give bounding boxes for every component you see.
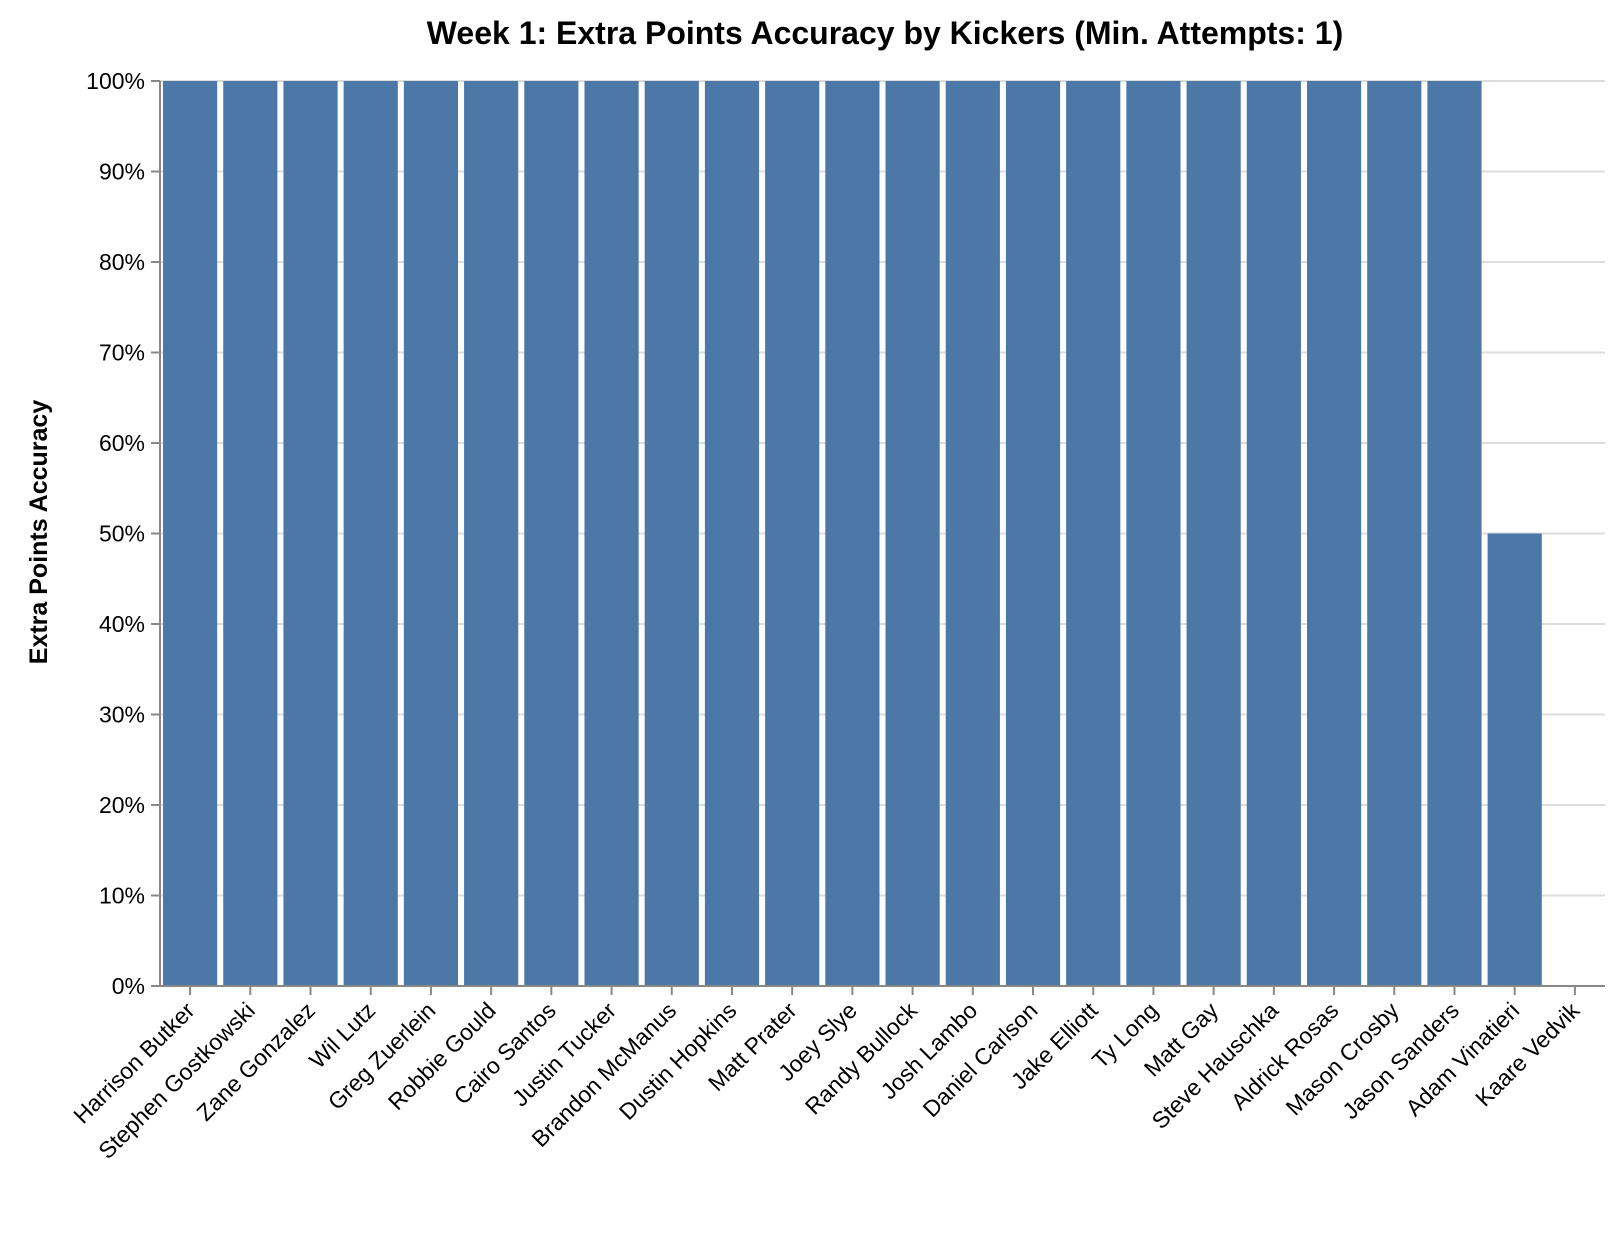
y-tick-label: 90%: [99, 159, 145, 185]
y-tick-label: 80%: [99, 249, 145, 275]
y-tick-label: 100%: [86, 68, 145, 94]
y-tick-label: 10%: [99, 883, 145, 909]
bar: [945, 81, 1000, 986]
y-tick-label: 40%: [99, 611, 145, 637]
bar: [1367, 81, 1422, 986]
bars: [163, 81, 1542, 986]
bar: [1246, 81, 1301, 986]
bar: [343, 81, 398, 986]
y-tick-label: 60%: [99, 430, 145, 456]
y-tick-label: 20%: [99, 792, 145, 818]
bar: [765, 81, 820, 986]
bar: [403, 81, 459, 986]
bar: [1427, 81, 1482, 986]
bar: [1005, 81, 1061, 986]
bar: [1066, 81, 1121, 986]
y-tick-label: 30%: [99, 702, 145, 728]
bar: [1126, 81, 1181, 986]
bar: [825, 81, 880, 986]
bar: [163, 81, 218, 986]
bar: [1306, 81, 1362, 986]
bar: [464, 81, 519, 986]
bar: [223, 81, 278, 986]
gridlines: [160, 80, 1605, 987]
bar: [1487, 533, 1542, 986]
y-axis-title: Extra Points Accuracy: [25, 400, 53, 665]
x-tick-label: Kaare Vedvik: [1470, 997, 1585, 1112]
y-tick-label: 0%: [112, 973, 145, 999]
bar: [644, 81, 699, 986]
bar: [1186, 81, 1241, 986]
bar: [584, 81, 639, 986]
x-tick-label: Justin Tucker: [507, 997, 621, 1111]
bar: [283, 81, 338, 986]
chart-title: Week 1: Extra Points Accuracy by Kickers…: [427, 15, 1343, 51]
y-tick-label: 70%: [99, 340, 145, 366]
bar: [885, 81, 940, 986]
y-tick-label: 50%: [99, 521, 145, 547]
y-axis: 0% 10% 20% 30% 40% 50% 60% 70% 80% 90% 100%: [86, 68, 161, 999]
bar: [524, 81, 579, 986]
bar: [704, 81, 760, 986]
